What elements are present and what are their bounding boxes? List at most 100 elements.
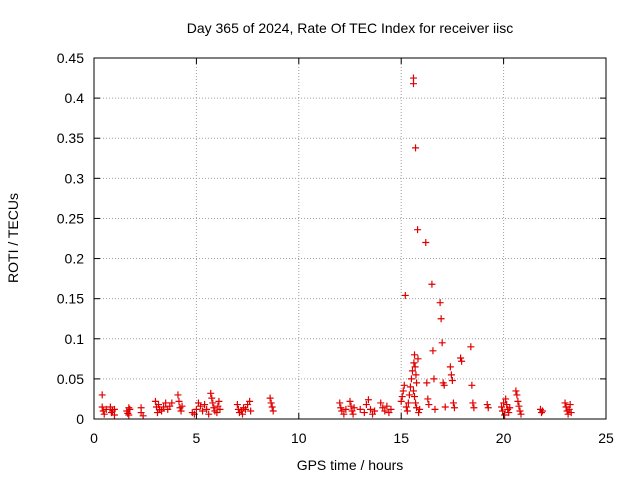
data-point xyxy=(155,401,163,409)
data-point xyxy=(269,407,277,415)
data-point xyxy=(414,226,422,234)
data-point xyxy=(366,405,374,413)
data-point xyxy=(371,407,379,415)
data-point xyxy=(177,407,185,415)
y-tick-label: 0.15 xyxy=(57,291,84,307)
data-point xyxy=(126,405,134,413)
data-point xyxy=(213,409,221,417)
data-point xyxy=(450,404,458,412)
data-point xyxy=(469,399,477,407)
data-point xyxy=(360,409,368,417)
data-point xyxy=(178,402,186,410)
data-point xyxy=(416,405,424,413)
data-point xyxy=(437,315,445,323)
data-point xyxy=(468,381,476,389)
data-point xyxy=(102,405,110,413)
data-point xyxy=(440,381,448,389)
data-point xyxy=(199,407,207,415)
data-point xyxy=(397,397,405,405)
y-tick-label: 0.35 xyxy=(57,130,84,146)
data-point xyxy=(400,381,408,389)
data-point xyxy=(124,409,132,417)
data-point xyxy=(428,280,436,288)
data-points xyxy=(98,74,575,420)
x-tick-label: 5 xyxy=(193,430,201,446)
data-point xyxy=(409,387,417,395)
data-point xyxy=(483,401,491,409)
data-point xyxy=(515,402,523,410)
data-point xyxy=(402,403,410,411)
data-point xyxy=(457,354,465,362)
data-point xyxy=(158,407,166,415)
data-point xyxy=(336,399,344,407)
x-tick-label: 15 xyxy=(393,430,409,446)
data-point xyxy=(246,397,254,405)
grid xyxy=(94,58,606,419)
data-point xyxy=(413,379,421,387)
data-point xyxy=(564,410,572,418)
data-point xyxy=(406,383,414,391)
data-point xyxy=(512,387,520,395)
x-tick-label: 20 xyxy=(496,430,512,446)
data-point xyxy=(233,401,241,409)
y-tick-label: 0.4 xyxy=(65,90,85,106)
y-tick-label: 0.3 xyxy=(65,170,85,186)
data-point xyxy=(151,397,159,405)
data-point xyxy=(431,405,439,413)
data-point xyxy=(125,411,133,419)
x-tick-label: 0 xyxy=(90,430,98,446)
data-point xyxy=(412,144,420,152)
data-point xyxy=(347,402,355,410)
data-point xyxy=(196,402,204,410)
data-point xyxy=(100,410,108,418)
x-tick-label: 25 xyxy=(598,430,614,446)
data-point xyxy=(499,407,507,415)
data-point xyxy=(98,391,106,399)
data-point xyxy=(424,395,432,403)
data-point xyxy=(414,355,422,363)
data-point xyxy=(399,387,407,395)
axis-ticks: 0 5 10 15 20 25 0 0.05 0.1 0.15 0.2 0.25 0.3 0.35 0.4 0… xyxy=(57,50,614,446)
data-point xyxy=(216,405,224,413)
data-point xyxy=(362,401,370,409)
data-point xyxy=(539,407,547,415)
data-point xyxy=(537,409,545,417)
data-point xyxy=(405,391,413,399)
y-tick-label: 0.25 xyxy=(57,210,84,226)
data-point xyxy=(238,410,246,418)
data-point xyxy=(162,399,170,407)
data-point xyxy=(516,407,524,415)
y-tick-label: 0.05 xyxy=(57,371,84,387)
data-point xyxy=(446,363,454,371)
data-point xyxy=(401,291,409,299)
data-point xyxy=(342,405,350,413)
data-point xyxy=(413,404,421,412)
data-point xyxy=(500,399,508,407)
data-point xyxy=(349,410,357,418)
y-axis-label: ROTI / TECUs xyxy=(5,193,21,283)
data-point xyxy=(409,80,417,88)
chart-title: Day 365 of 2024, Rate Of TEC Index for r… xyxy=(187,20,514,36)
data-point xyxy=(502,395,510,403)
data-point xyxy=(484,404,492,412)
data-point xyxy=(566,401,574,409)
y-tick-label: 0.1 xyxy=(65,331,85,347)
data-point xyxy=(423,379,431,387)
data-point xyxy=(458,357,466,365)
data-point xyxy=(242,405,250,413)
data-point xyxy=(192,405,200,413)
data-point xyxy=(411,351,419,359)
data-point xyxy=(517,410,525,418)
data-point xyxy=(383,402,391,410)
data-point xyxy=(467,343,475,351)
data-point xyxy=(356,405,364,413)
data-point xyxy=(201,401,209,409)
data-point xyxy=(160,403,168,411)
data-point xyxy=(203,405,211,413)
data-point xyxy=(425,401,433,409)
data-point xyxy=(99,407,107,415)
data-point xyxy=(403,407,411,415)
data-point xyxy=(209,399,217,407)
